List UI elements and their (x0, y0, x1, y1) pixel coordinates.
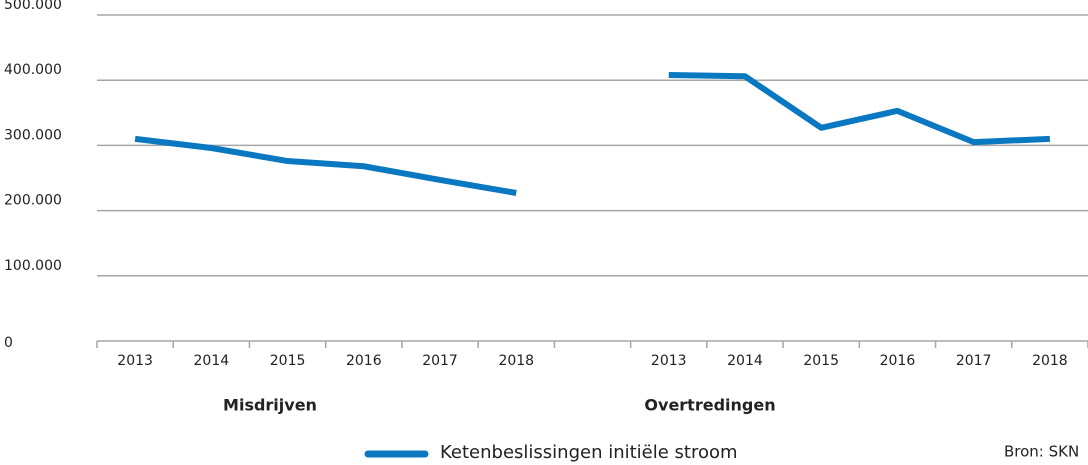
group-label: Overtredingen (644, 396, 775, 415)
x-tick-label: 2013 (651, 353, 687, 369)
y-tick-label: 300.000 (4, 127, 62, 143)
x-tick-label: 2018 (498, 353, 534, 369)
x-tick-label: 2017 (422, 353, 458, 369)
x-tick-label: 2015 (270, 353, 306, 369)
y-tick-label: 0 (4, 335, 13, 351)
x-tick-label: 2016 (346, 353, 382, 369)
x-tick-label: 2016 (880, 353, 916, 369)
x-tick-label: 2018 (1032, 353, 1068, 369)
legend-label: Ketenbeslissingen initiële stroom (440, 442, 738, 463)
x-tick-label: 2014 (727, 353, 763, 369)
x-tick-label: 2015 (803, 353, 839, 369)
x-tick-label: 2013 (117, 353, 153, 369)
group-label: Misdrijven (223, 396, 317, 415)
y-tick-label: 200.000 (4, 193, 62, 209)
x-tick-label: 2014 (194, 353, 230, 369)
x-tick-label: 2017 (956, 353, 992, 369)
y-tick-label: 400.000 (4, 62, 62, 78)
y-tick-label: 500.000 (4, 0, 62, 13)
series-line (134, 71, 1051, 196)
source: Bron: SKN (1004, 443, 1079, 461)
y-tick-label: 100.000 (4, 258, 62, 274)
